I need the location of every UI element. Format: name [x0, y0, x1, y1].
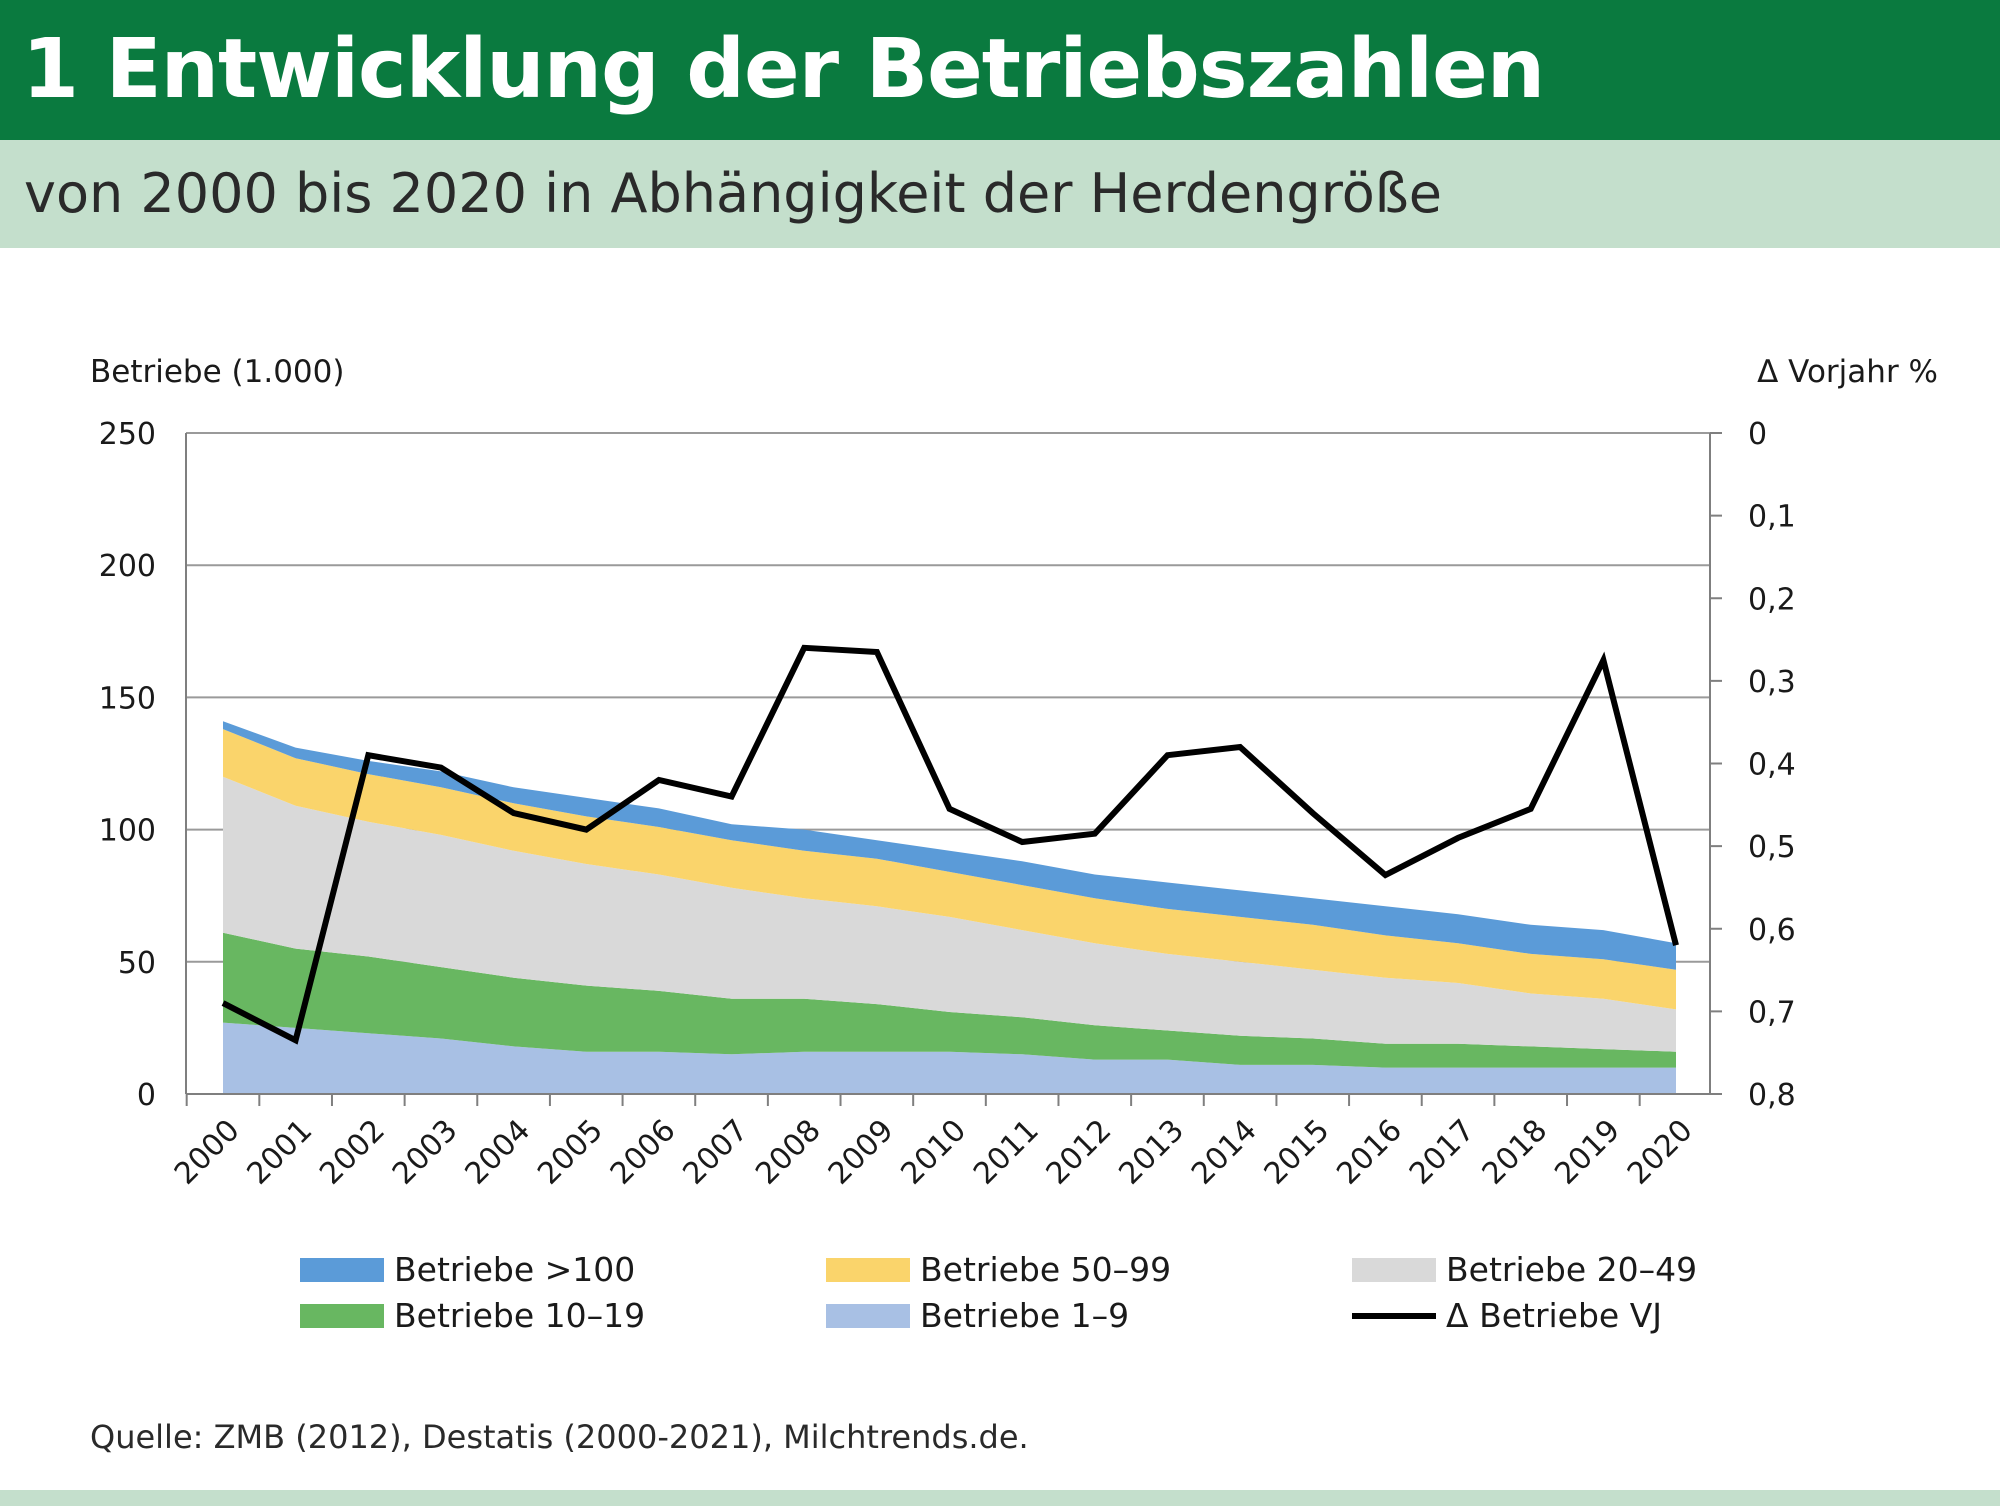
x-tick-label: 2006 — [604, 1113, 683, 1192]
y-right-tick-label: 0,4 — [1748, 748, 1796, 783]
subtitle-bar: von 2000 bis 2020 in Abhängigkeit der He… — [0, 140, 2000, 248]
x-tick-label: 2007 — [676, 1113, 755, 1192]
y-right-tick-label: 0,8 — [1748, 1078, 1796, 1113]
legend-label: Betriebe >100 — [394, 1250, 635, 1289]
legend-label: Betriebe 50–99 — [920, 1250, 1171, 1289]
source-note: Quelle: ZMB (2012), Destatis (2000-2021)… — [90, 1418, 1029, 1456]
area-series — [223, 721, 1676, 970]
legend-label: Betriebe 10–19 — [394, 1296, 645, 1335]
x-tick-label: 2014 — [1185, 1113, 1264, 1192]
y-left-tick-label: 150 — [99, 681, 156, 716]
y-left-tick-label: 200 — [99, 549, 156, 584]
y-right-tick-label: 0,1 — [1748, 500, 1796, 535]
y-right-tick-label: 0,6 — [1748, 913, 1796, 948]
x-tick-label: 2002 — [313, 1113, 392, 1192]
area-series — [223, 729, 1676, 1010]
x-tick-label: 2012 — [1040, 1113, 1119, 1192]
legend-swatch — [826, 1304, 910, 1328]
x-tick-label: 2003 — [386, 1113, 465, 1192]
area-series — [223, 776, 1676, 1052]
x-tick-label: 2017 — [1403, 1113, 1482, 1192]
y-left-tick-label: 250 — [99, 417, 156, 452]
chart: 0501001502002502000200120022003200420052… — [90, 354, 1938, 1335]
x-tick-label: 2011 — [967, 1113, 1046, 1192]
y-right-tick-label: 0,2 — [1748, 582, 1796, 617]
y-left-tick-label: 0 — [137, 1078, 156, 1113]
x-tick-label: 2016 — [1330, 1113, 1409, 1192]
legend: Betriebe >100 Betriebe 50–99 Betriebe 20–4… — [300, 1250, 1697, 1335]
x-tick-label: 2013 — [1112, 1113, 1191, 1192]
x-tick-label: 2004 — [459, 1113, 538, 1192]
left-axis-title: Betriebe (1.000) — [90, 354, 344, 390]
legend-label: Betriebe 20–49 — [1446, 1250, 1697, 1289]
x-tick-label: 2019 — [1548, 1113, 1627, 1192]
x-tick-label: 2020 — [1621, 1113, 1700, 1192]
legend-label: Betriebe 1–9 — [920, 1296, 1129, 1335]
area-series — [223, 932, 1676, 1068]
page-title: 1 Entwicklung der Betriebszahlen — [22, 22, 1545, 117]
right-axis-title: Δ Vorjahr % — [1757, 354, 1938, 390]
x-tick-label: 2009 — [822, 1113, 901, 1192]
x-tick-label: 2000 — [168, 1113, 247, 1192]
legend-swatch — [300, 1304, 384, 1328]
y-left-tick-label: 50 — [118, 946, 156, 981]
title-bar: 1 Entwicklung der Betriebszahlen — [0, 0, 2000, 140]
footer-bar — [0, 1490, 2000, 1506]
legend-swatch — [300, 1258, 384, 1282]
x-tick-label: 2005 — [531, 1113, 610, 1192]
legend-label: Δ Betriebe VJ — [1446, 1296, 1662, 1335]
y-right-tick-label: 0,7 — [1748, 995, 1796, 1030]
stacked-areas — [223, 721, 1676, 1094]
x-tick-label: 2008 — [749, 1113, 828, 1192]
x-tick-label: 2015 — [1258, 1113, 1337, 1192]
line-series — [221, 644, 1679, 1045]
y-right-tick-label: 0,5 — [1748, 830, 1796, 865]
legend-swatch — [1352, 1258, 1436, 1282]
legend-swatch — [826, 1258, 910, 1282]
x-tick-label: 2018 — [1476, 1113, 1555, 1192]
y-left-tick-label: 100 — [99, 814, 156, 849]
area-series — [223, 1022, 1676, 1094]
y-right-tick-label: 0 — [1748, 417, 1767, 452]
page-subtitle: von 2000 bis 2020 in Abhängigkeit der He… — [24, 162, 1443, 225]
x-tick-label: 2001 — [241, 1113, 320, 1192]
line-series-delta — [221, 644, 1679, 1045]
y-right-tick-label: 0,3 — [1748, 665, 1796, 700]
x-tick-label: 2010 — [894, 1113, 973, 1192]
